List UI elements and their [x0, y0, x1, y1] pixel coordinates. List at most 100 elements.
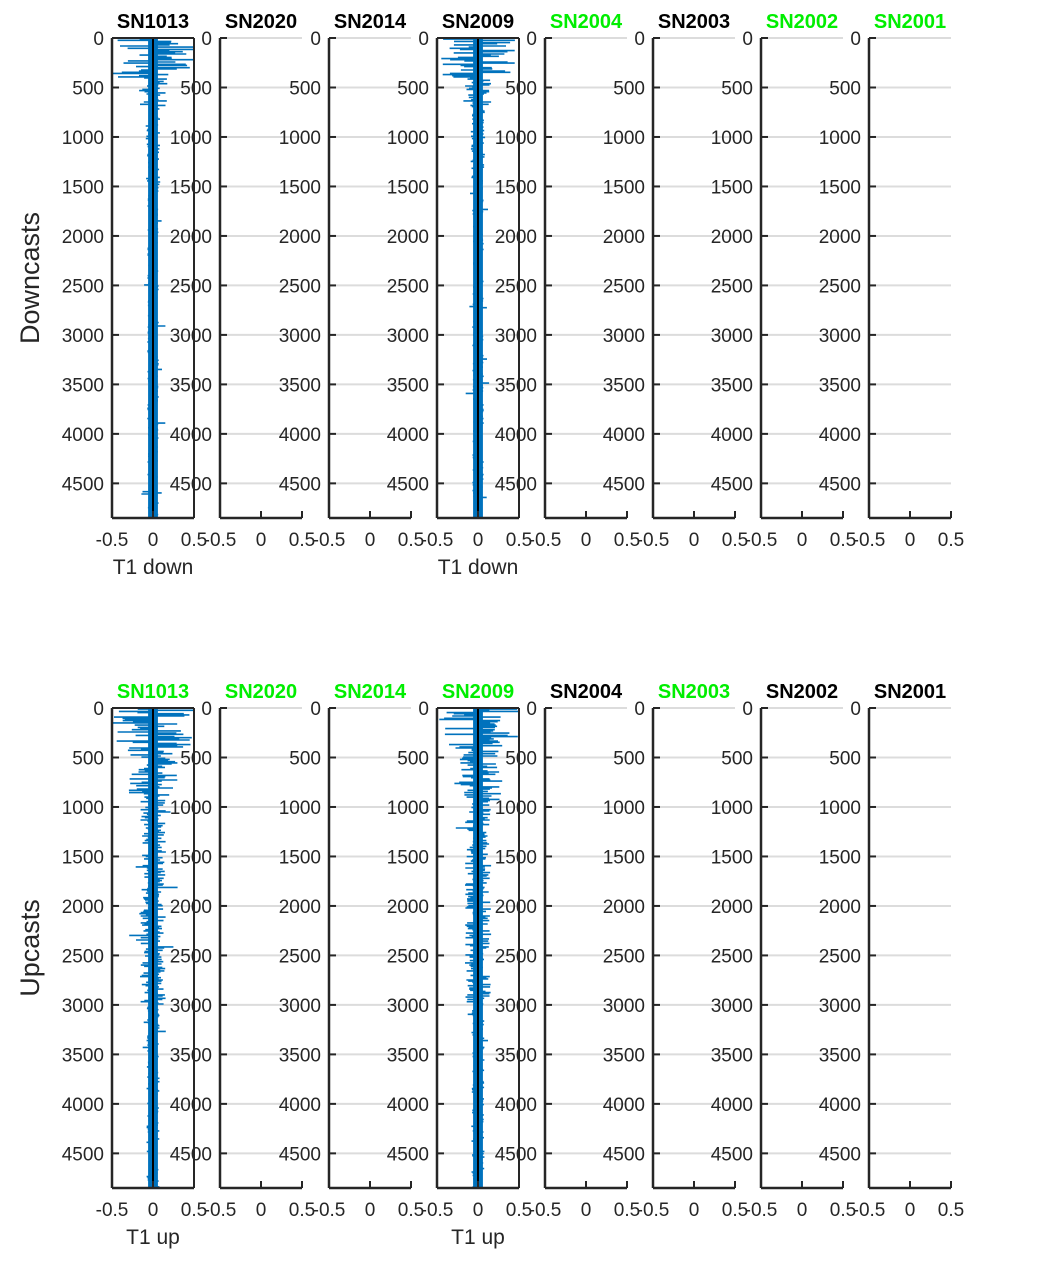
- x-tick-label: 0.5: [289, 1200, 315, 1221]
- y-tick-label: 2000: [819, 227, 861, 248]
- y-tick-label: 2000: [603, 227, 645, 248]
- y-tick-label: 500: [72, 748, 104, 769]
- y-tick-label: 3000: [279, 326, 321, 347]
- y-tick-label: 2000: [387, 227, 429, 248]
- y-tick-label: 3500: [387, 375, 429, 396]
- panel-title: SN2003: [658, 11, 730, 33]
- panel-sn2004: 0 500 1000 1500 2000 2500 3000 3500 4000 4500 -0.5…: [495, 681, 640, 1221]
- y-tick-label: 2500: [711, 946, 753, 967]
- y-tick-label: 2000: [279, 897, 321, 918]
- x-tick-label: 0.5: [506, 1200, 532, 1221]
- y-tick-label: 500: [829, 78, 861, 99]
- y-tick-label: 3000: [62, 326, 104, 347]
- y-tick-label: 1000: [711, 798, 753, 819]
- y-tick-label: 3500: [711, 1045, 753, 1066]
- y-tick-label: 500: [829, 748, 861, 769]
- x-tick-label: 0: [365, 530, 376, 551]
- y-tick-label: 1500: [387, 847, 429, 868]
- y-tick-label: 1500: [279, 847, 321, 868]
- y-tick-label: 2500: [711, 276, 753, 297]
- x-tick-label: 0.5: [398, 530, 424, 551]
- y-tick-label: 500: [721, 78, 753, 99]
- x-tick-label: 0.5: [722, 1200, 748, 1221]
- y-tick-label: 4000: [387, 425, 429, 446]
- y-tick-label: 3500: [170, 375, 212, 396]
- y-tick-label: 1000: [711, 128, 753, 149]
- y-tick-label: 2000: [495, 227, 537, 248]
- y-tick-label: 2000: [711, 897, 753, 918]
- y-tick-label: 4500: [819, 474, 861, 495]
- y-tick-label: 500: [613, 78, 645, 99]
- y-tick-label: 4000: [279, 425, 321, 446]
- y-tick-label: 2500: [603, 276, 645, 297]
- y-tick-label: 3000: [819, 996, 861, 1017]
- y-tick-label: 3000: [495, 326, 537, 347]
- panel-title: SN2020: [225, 681, 297, 703]
- y-tick-label: 2000: [170, 897, 212, 918]
- y-tick-label: 3000: [603, 326, 645, 347]
- y-tick-label: 0: [310, 699, 321, 720]
- panel-title: SN2020: [225, 11, 297, 33]
- y-tick-label: 500: [289, 748, 321, 769]
- y-tick-label: 1500: [495, 177, 537, 198]
- y-tick-label: 2500: [603, 946, 645, 967]
- panel-sn1013: 0 500 1000 1500 2000 2500 3000 3500 4000 4500 -0.5…: [62, 681, 207, 1249]
- y-tick-label: 2500: [387, 276, 429, 297]
- y-tick-label: 0: [201, 699, 212, 720]
- y-tick-label: 1500: [387, 177, 429, 198]
- y-tick-label: 4500: [387, 1144, 429, 1165]
- y-tick-label: 3000: [62, 996, 104, 1017]
- panel-sn2002: 0 500 1000 1500 2000 2500 3000 3500 4000 4500 -0.5…: [711, 11, 856, 551]
- y-tick-label: 2500: [170, 276, 212, 297]
- x-tick-label: 0: [797, 1200, 808, 1221]
- y-tick-label: 2500: [279, 276, 321, 297]
- x-tick-label: -0.5: [204, 530, 237, 551]
- y-tick-label: 3000: [711, 326, 753, 347]
- y-tick-label: 2500: [495, 276, 537, 297]
- panel-sn2003: 0 500 1000 1500 2000 2500 3000 3500 4000 4500 -0.5…: [603, 681, 748, 1221]
- y-tick-label: 2000: [62, 897, 104, 918]
- y-tick-label: 3000: [495, 996, 537, 1017]
- y-tick-label: 2500: [62, 276, 104, 297]
- panel-sn2009: 0 500 1000 1500 2000 2500 3000 3500 4000 4500 -0.5…: [387, 11, 532, 579]
- x-tick-label: -0.5: [745, 1200, 778, 1221]
- y-tick-label: 4000: [711, 1095, 753, 1116]
- y-tick-label: 1500: [711, 847, 753, 868]
- panel-sn2020: 0 500 1000 1500 2000 2500 3000 3500 4000 4500 -0.5…: [170, 11, 315, 551]
- y-tick-label: 500: [505, 78, 537, 99]
- x-tick-label: 0: [148, 530, 159, 551]
- panel-title: SN2002: [766, 11, 838, 33]
- y-tick-label: 0: [742, 699, 753, 720]
- x-tick-label: 0: [256, 530, 267, 551]
- y-tick-label: 3000: [170, 326, 212, 347]
- x-tick-label: -0.5: [96, 530, 129, 551]
- y-tick-label: 2000: [62, 227, 104, 248]
- y-tick-label: 3500: [62, 1045, 104, 1066]
- x-tick-label: -0.5: [313, 1200, 346, 1221]
- y-tick-label: 4000: [819, 425, 861, 446]
- y-tick-label: 0: [93, 29, 104, 50]
- y-tick-label: 4000: [170, 425, 212, 446]
- x-tick-label: 0: [256, 1200, 267, 1221]
- y-tick-label: 4000: [62, 1095, 104, 1116]
- x-tick-label: 0.5: [830, 530, 856, 551]
- panel-sn2009: 0 500 1000 1500 2000 2500 3000 3500 4000 4500 -0.5…: [387, 681, 532, 1249]
- x-tick-label: 0.5: [614, 530, 640, 551]
- y-tick-label: 4000: [387, 1095, 429, 1116]
- y-tick-label: 4000: [603, 1095, 645, 1116]
- y-tick-label: 3000: [279, 996, 321, 1017]
- y-tick-label: 3500: [170, 1045, 212, 1066]
- y-tick-label: 1000: [819, 798, 861, 819]
- y-tick-label: 500: [505, 748, 537, 769]
- x-tick-label: -0.5: [529, 1200, 562, 1221]
- y-tick-label: 3500: [279, 375, 321, 396]
- x-tick-label: 0: [473, 1200, 484, 1221]
- y-tick-label: 2500: [279, 946, 321, 967]
- y-tick-label: 3500: [495, 1045, 537, 1066]
- y-tick-label: 3500: [279, 1045, 321, 1066]
- panel-title: SN2014: [334, 681, 407, 703]
- y-tick-label: 1500: [495, 847, 537, 868]
- x-axis-label: T1 down: [113, 556, 194, 579]
